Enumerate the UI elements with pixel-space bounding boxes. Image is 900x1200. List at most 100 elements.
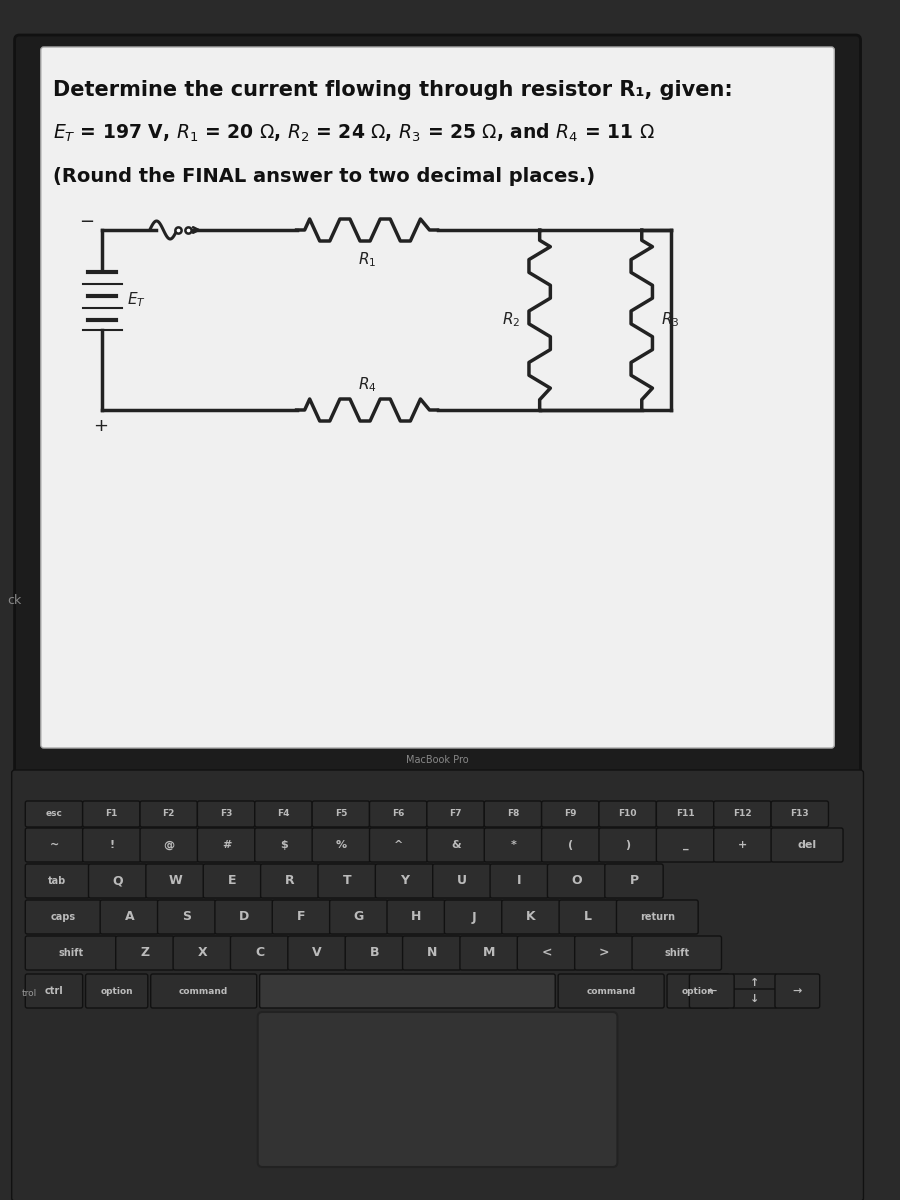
Text: W: W xyxy=(168,875,182,888)
Text: H: H xyxy=(411,911,421,924)
FancyBboxPatch shape xyxy=(605,864,663,898)
Text: O: O xyxy=(572,875,582,888)
Text: F2: F2 xyxy=(163,810,175,818)
Text: E: E xyxy=(228,875,237,888)
FancyBboxPatch shape xyxy=(140,828,198,862)
FancyBboxPatch shape xyxy=(375,864,434,898)
FancyBboxPatch shape xyxy=(547,864,606,898)
FancyBboxPatch shape xyxy=(433,864,491,898)
FancyBboxPatch shape xyxy=(273,900,330,934)
FancyBboxPatch shape xyxy=(427,828,485,862)
Text: →: → xyxy=(793,986,802,996)
Text: trol: trol xyxy=(22,989,37,997)
Text: T: T xyxy=(343,875,351,888)
Text: $E_T$ = 197 V, $R_1$ = 20 $\Omega$, $R_2$ = 24 $\Omega$, $R_3$ = 25 $\Omega$, an: $E_T$ = 197 V, $R_1$ = 20 $\Omega$, $R_2… xyxy=(53,122,655,144)
Text: Q: Q xyxy=(112,875,123,888)
Text: return: return xyxy=(640,912,675,922)
Text: −: − xyxy=(79,214,94,230)
Text: option: option xyxy=(682,986,715,996)
Text: B: B xyxy=(370,947,379,960)
FancyBboxPatch shape xyxy=(255,828,313,862)
Text: P: P xyxy=(629,875,638,888)
Text: $: $ xyxy=(280,840,288,850)
Text: ctrl: ctrl xyxy=(45,986,63,996)
FancyBboxPatch shape xyxy=(445,900,503,934)
Text: &: & xyxy=(451,840,461,850)
FancyBboxPatch shape xyxy=(689,974,734,1008)
FancyBboxPatch shape xyxy=(261,864,319,898)
Text: S: S xyxy=(182,911,191,924)
FancyBboxPatch shape xyxy=(733,974,777,994)
FancyBboxPatch shape xyxy=(518,936,576,970)
Text: tab: tab xyxy=(49,876,67,886)
FancyBboxPatch shape xyxy=(83,828,141,862)
FancyBboxPatch shape xyxy=(632,936,722,970)
Text: G: G xyxy=(354,911,364,924)
FancyBboxPatch shape xyxy=(484,828,543,862)
Text: N: N xyxy=(427,947,436,960)
Text: @: @ xyxy=(164,840,175,850)
FancyBboxPatch shape xyxy=(501,900,560,934)
FancyBboxPatch shape xyxy=(230,936,289,970)
Text: $E_T$: $E_T$ xyxy=(128,290,146,310)
FancyBboxPatch shape xyxy=(14,35,860,775)
FancyBboxPatch shape xyxy=(100,900,158,934)
Text: F: F xyxy=(297,911,306,924)
Text: Determine the current flowing through resistor R₁, given:: Determine the current flowing through re… xyxy=(53,80,734,100)
FancyBboxPatch shape xyxy=(25,828,84,862)
Text: esc: esc xyxy=(46,810,62,818)
Text: $R_2$: $R_2$ xyxy=(502,311,520,329)
FancyBboxPatch shape xyxy=(203,864,262,898)
FancyBboxPatch shape xyxy=(733,989,777,1008)
Text: L: L xyxy=(584,911,592,924)
FancyBboxPatch shape xyxy=(370,828,428,862)
Text: F1: F1 xyxy=(105,810,118,818)
FancyBboxPatch shape xyxy=(346,936,403,970)
Text: +: + xyxy=(738,840,748,850)
Text: _: _ xyxy=(683,840,688,850)
FancyBboxPatch shape xyxy=(215,900,274,934)
FancyBboxPatch shape xyxy=(259,974,555,1008)
Text: F7: F7 xyxy=(449,810,462,818)
Text: ↓: ↓ xyxy=(750,994,760,1003)
FancyBboxPatch shape xyxy=(140,802,197,827)
Text: I: I xyxy=(517,875,521,888)
Text: F10: F10 xyxy=(618,810,637,818)
Text: (: ( xyxy=(568,840,573,850)
Text: >: > xyxy=(598,947,609,960)
FancyBboxPatch shape xyxy=(559,900,617,934)
Text: caps: caps xyxy=(50,912,76,922)
FancyBboxPatch shape xyxy=(558,974,664,1008)
Text: +: + xyxy=(93,416,108,434)
Text: option: option xyxy=(101,986,133,996)
Text: shift: shift xyxy=(664,948,689,958)
FancyBboxPatch shape xyxy=(427,802,484,827)
Text: F9: F9 xyxy=(564,810,577,818)
FancyBboxPatch shape xyxy=(575,936,633,970)
FancyBboxPatch shape xyxy=(25,864,89,898)
FancyBboxPatch shape xyxy=(491,864,548,898)
FancyBboxPatch shape xyxy=(25,900,101,934)
Text: A: A xyxy=(124,911,134,924)
FancyBboxPatch shape xyxy=(25,936,117,970)
FancyBboxPatch shape xyxy=(542,802,599,827)
FancyBboxPatch shape xyxy=(288,936,346,970)
Text: D: D xyxy=(238,911,249,924)
FancyBboxPatch shape xyxy=(197,802,255,827)
FancyBboxPatch shape xyxy=(25,802,83,827)
Text: F13: F13 xyxy=(790,810,809,818)
Text: F11: F11 xyxy=(676,810,694,818)
Text: *: * xyxy=(510,840,517,850)
Text: ~: ~ xyxy=(50,840,59,850)
FancyBboxPatch shape xyxy=(150,974,256,1008)
Text: M: M xyxy=(483,947,495,960)
Text: Z: Z xyxy=(140,947,149,960)
FancyBboxPatch shape xyxy=(86,974,148,1008)
Text: $R_4$: $R_4$ xyxy=(357,376,376,394)
FancyBboxPatch shape xyxy=(173,936,231,970)
Text: C: C xyxy=(255,947,265,960)
Text: MacBook Pro: MacBook Pro xyxy=(406,755,469,766)
Text: X: X xyxy=(197,947,207,960)
Text: #: # xyxy=(222,840,231,850)
Text: ): ) xyxy=(626,840,631,850)
